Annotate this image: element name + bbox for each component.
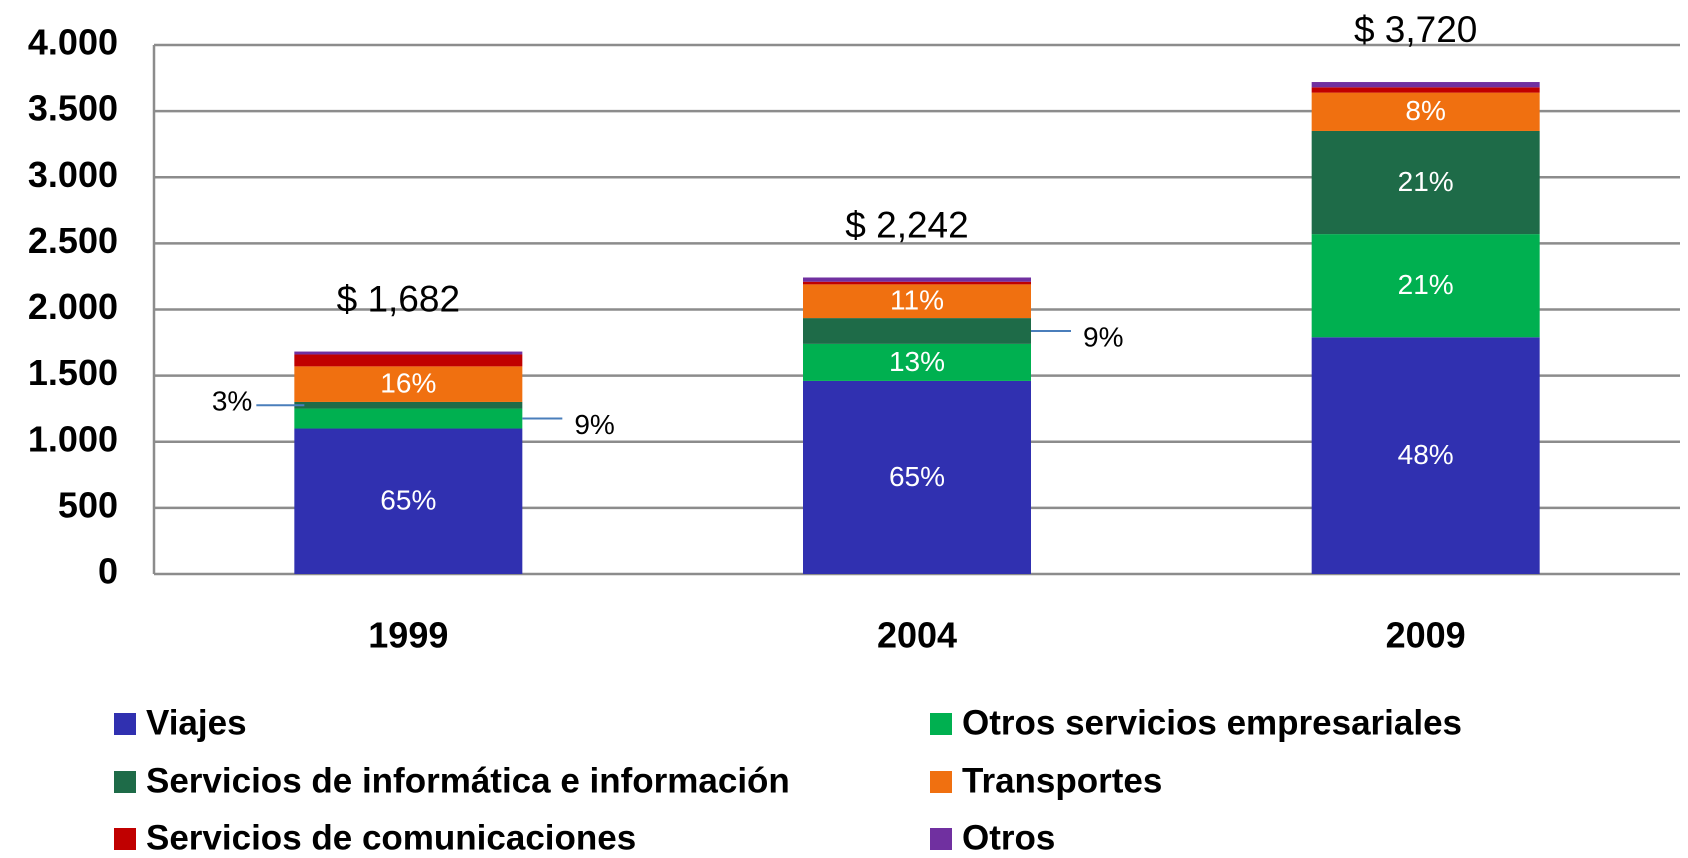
bar-segment [294,428,523,574]
bar-segment [803,277,1031,282]
bar-segment [1311,130,1540,235]
bar-segment [294,351,523,355]
legend-swatch [114,771,136,793]
legend-label: Otros servicios empresariales [962,703,1462,742]
data-label: 65% [380,485,436,516]
y-tick-label: 2.000 [28,286,118,327]
legend-label: Servicios de informática e información [146,761,790,800]
legend-label: Otros [962,818,1055,857]
legend-label: Viajes [146,703,247,742]
y-tick-label: 500 [58,484,118,525]
legend-swatch [930,771,952,793]
total-label: $ 3,720 [1354,9,1477,50]
y-tick-label: 2.500 [28,220,118,261]
bar-segment [294,354,523,367]
bar-segment [294,366,523,402]
y-tick-label: 3.000 [28,154,118,195]
bar-segment [803,281,1031,285]
legend-label: Servicios de comunicaciones [146,818,636,857]
bar-segment [1311,87,1540,93]
bar-segment [294,401,523,409]
x-tick-label: 2009 [1386,615,1466,656]
bar-segment [294,408,523,429]
y-tick-label: 1.000 [28,418,118,459]
x-tick-label: 2004 [877,615,957,656]
bar-segment [803,284,1031,319]
data-label: 9% [1083,321,1123,352]
y-tick-label: 4.000 [28,22,118,63]
data-label: 21% [1398,269,1454,300]
legend-swatch [114,713,136,735]
legend-label: Transportes [962,761,1162,800]
data-label: 3% [212,386,252,417]
data-label: 9% [574,409,614,440]
data-label: 65% [889,461,945,492]
data-label: 16% [380,368,436,399]
bar-segment [803,380,1031,574]
bar-segment [1311,92,1540,131]
bar-segment [1311,82,1540,88]
total-label: $ 1,682 [337,278,460,319]
y-tick-label: 3.500 [28,88,118,129]
data-label: 8% [1405,95,1445,126]
legend-swatch [114,828,136,850]
legend-swatch [930,828,952,850]
legend-swatch [930,713,952,735]
total-label: $ 2,242 [845,204,968,245]
bar-segment [803,343,1031,381]
y-tick-label: 1.500 [28,352,118,393]
x-tick-label: 1999 [368,615,448,656]
y-tick-label: 0 [98,551,118,592]
bar-segment [803,318,1031,344]
bar-segment [1311,337,1540,574]
bar-segment [1311,234,1540,338]
data-label: 13% [889,346,945,377]
data-label: 48% [1398,439,1454,470]
data-label: 11% [890,285,944,316]
data-label: 21% [1398,166,1454,197]
